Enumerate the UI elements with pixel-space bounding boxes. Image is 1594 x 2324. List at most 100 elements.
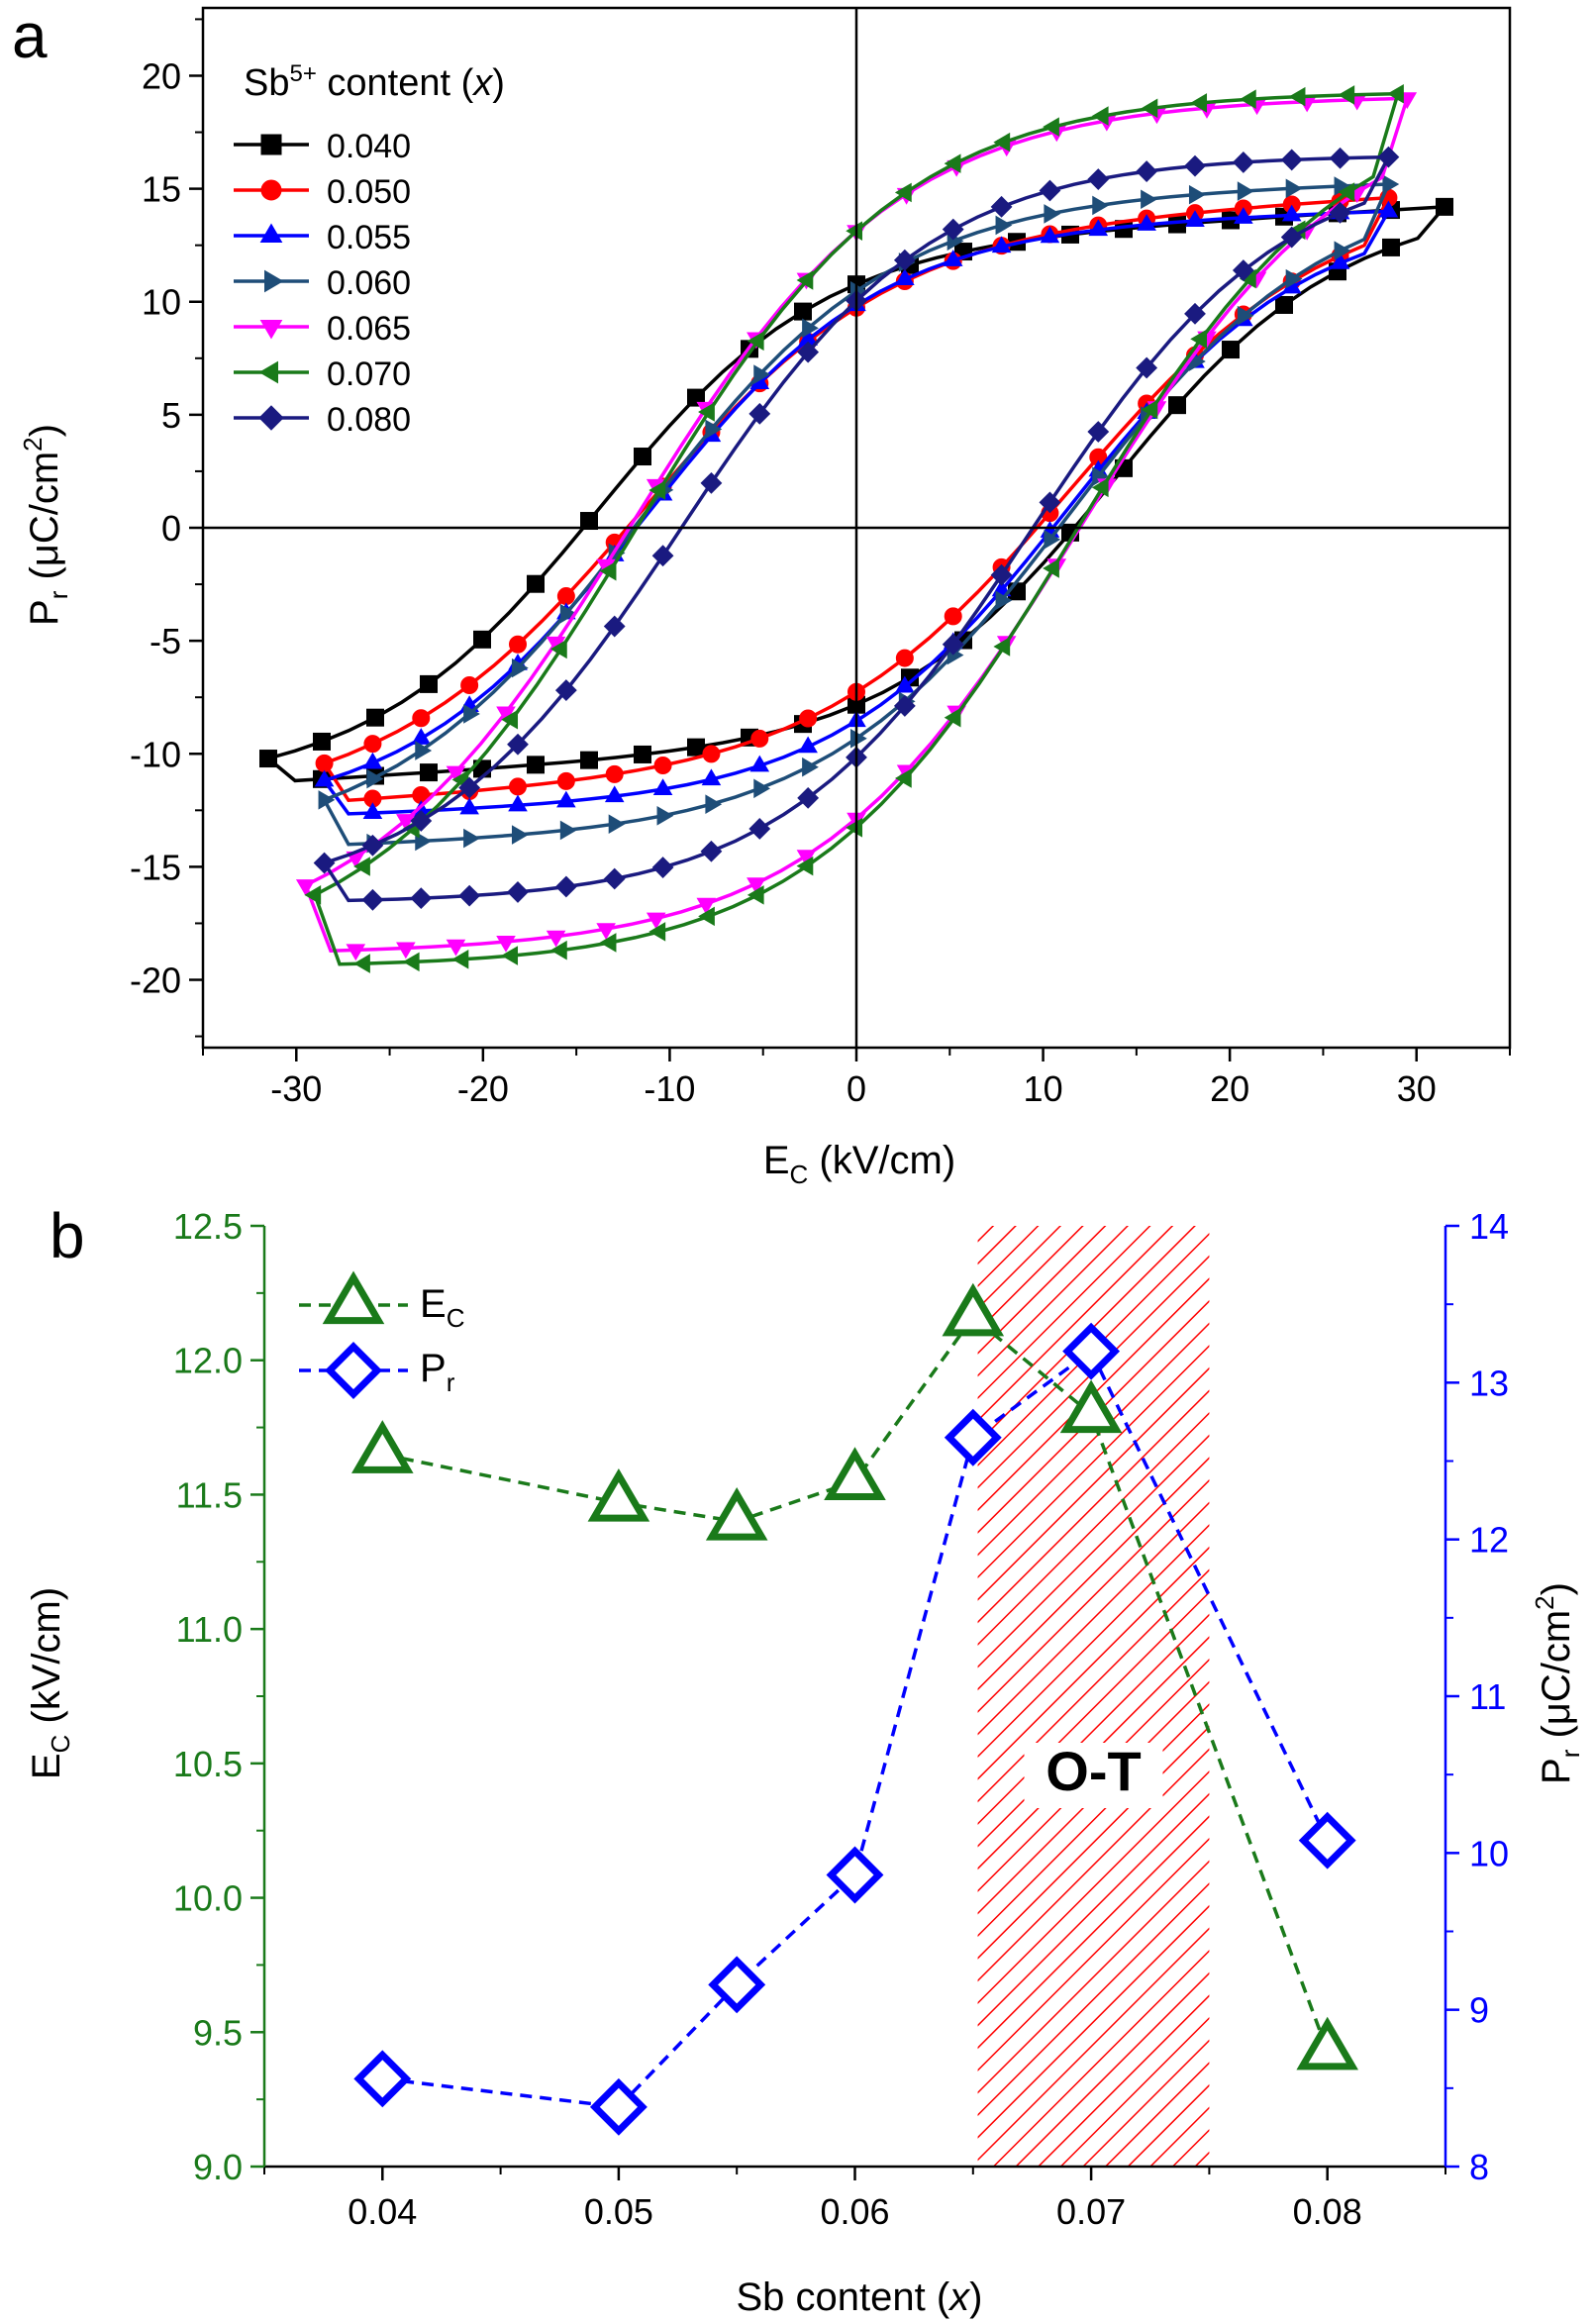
legend-label: 0.070 <box>327 355 411 393</box>
loop-marker <box>396 942 416 960</box>
loop-marker <box>1040 226 1060 244</box>
loop-marker <box>748 402 771 425</box>
y-left-tick-label: 12.5 <box>173 1206 243 1247</box>
loop-marker <box>698 906 715 927</box>
loop-marker <box>1087 168 1110 190</box>
loop-marker <box>1382 174 1400 194</box>
loop-marker <box>1239 89 1256 109</box>
x-tick-label: 0 <box>847 1068 866 1109</box>
series-marker <box>944 1408 1002 1466</box>
series-EC <box>351 1282 1358 2071</box>
series-marker <box>942 1282 1005 1337</box>
legend-marker <box>260 134 282 155</box>
loop-marker <box>1280 149 1303 171</box>
loop-marker <box>460 675 479 694</box>
loop-marker <box>1377 146 1400 168</box>
hysteresis-ticks: -30 -20 -10 0 10 20 30 -20 -15 -10 -5 0 5 10 15 20 <box>130 18 1511 1109</box>
loop-marker <box>895 675 915 693</box>
y-axis-left-label: EC (kV/cm) <box>25 1587 75 1779</box>
loop-marker <box>993 132 1011 152</box>
loop-marker <box>1184 154 1206 177</box>
loop-marker <box>361 888 384 911</box>
loop-marker <box>648 480 666 500</box>
loop-marker <box>797 786 820 809</box>
x-axis-label: EC (kV/cm) <box>763 1139 955 1189</box>
loop-marker <box>315 754 334 772</box>
loop-marker <box>651 857 674 878</box>
loop-marker <box>396 814 416 831</box>
x-tick-label: 0.07 <box>1056 2191 1126 2232</box>
loop-marker <box>634 448 651 466</box>
loop-marker <box>451 950 469 969</box>
loop-marker <box>411 728 432 745</box>
loop-marker <box>509 777 527 796</box>
loop-marker <box>943 250 963 266</box>
loop-marker <box>527 574 545 593</box>
loop-marker <box>990 563 1013 586</box>
series-marker <box>705 1487 768 1541</box>
loop-marker <box>420 763 438 782</box>
loop-marker <box>893 249 916 271</box>
loop-marker <box>1338 182 1355 202</box>
series-marker <box>1296 2016 1358 2071</box>
loop-marker <box>1168 396 1186 415</box>
loop-marker <box>846 221 863 241</box>
loop-marker <box>603 867 626 890</box>
loop-marker <box>363 735 382 754</box>
series-marker <box>708 1956 766 2014</box>
x-tick-label: 30 <box>1397 1068 1437 1109</box>
loop-marker <box>473 630 491 649</box>
y-left-tick-label: 11.5 <box>176 1474 243 1515</box>
y-left-tick-label: 10.5 <box>173 1744 243 1784</box>
o-t-region <box>977 1226 1210 2167</box>
x-tick-label: 0.08 <box>1293 2191 1362 2232</box>
loop-marker <box>990 195 1013 218</box>
loop-marker <box>944 607 962 626</box>
loop-marker <box>1141 98 1158 119</box>
loop-marker <box>1232 259 1254 281</box>
y-right-tick-label: 14 <box>1469 1206 1509 1247</box>
loop-marker <box>362 752 383 769</box>
loop-marker <box>1338 85 1355 105</box>
loop-marker <box>696 897 717 915</box>
loop-marker <box>705 419 723 440</box>
loop-marker <box>747 885 764 905</box>
loop-marker <box>604 785 625 803</box>
loop-marker <box>412 709 431 728</box>
loop-marker <box>508 794 528 812</box>
composition-ticks: 0.04 0.05 0.06 0.07 0.08 9.0 9.5 10.0 10.5 11.0 11… <box>173 1206 1509 2232</box>
loop-0.070 <box>304 83 1404 973</box>
x-tick-label: -20 <box>457 1068 509 1109</box>
series-marker <box>1059 1379 1123 1434</box>
loop-marker <box>1137 214 1156 231</box>
legend-title: Sb5+ content (x) <box>244 60 505 104</box>
loop-marker <box>458 884 481 907</box>
loop-marker <box>549 639 567 659</box>
loop-marker <box>1039 491 1061 514</box>
loop-marker <box>656 805 674 826</box>
loop-marker <box>556 790 576 808</box>
series-marker <box>351 1420 414 1473</box>
loop-marker <box>511 657 529 678</box>
legend-marker <box>259 223 283 243</box>
series-marker <box>587 1468 650 1522</box>
loop-marker <box>802 318 819 339</box>
loop-marker <box>1044 530 1061 550</box>
legend-label: 0.055 <box>327 219 411 256</box>
loop-marker <box>1382 238 1400 256</box>
legend-label-pr: Pr <box>420 1347 455 1397</box>
loop-marker <box>463 704 480 724</box>
loop-marker <box>554 679 577 701</box>
loop-marker <box>799 709 818 728</box>
loop-marker <box>651 545 674 567</box>
x-tick-label: 20 <box>1210 1068 1249 1109</box>
coercive-remanent-chart: O-T 0.04 0.05 0.06 0.07 0.08 9.0 9.5 10.0 10.5 11… <box>25 1206 1585 2319</box>
y-right-tick-label: 12 <box>1469 1520 1509 1561</box>
legend-marker <box>322 1270 385 1325</box>
y-tick-label: -10 <box>130 734 181 774</box>
loop-marker <box>559 603 577 624</box>
loop-marker <box>1087 421 1110 443</box>
loop-marker <box>1237 181 1254 201</box>
loop-marker <box>653 756 672 774</box>
loop-marker <box>1334 241 1351 260</box>
